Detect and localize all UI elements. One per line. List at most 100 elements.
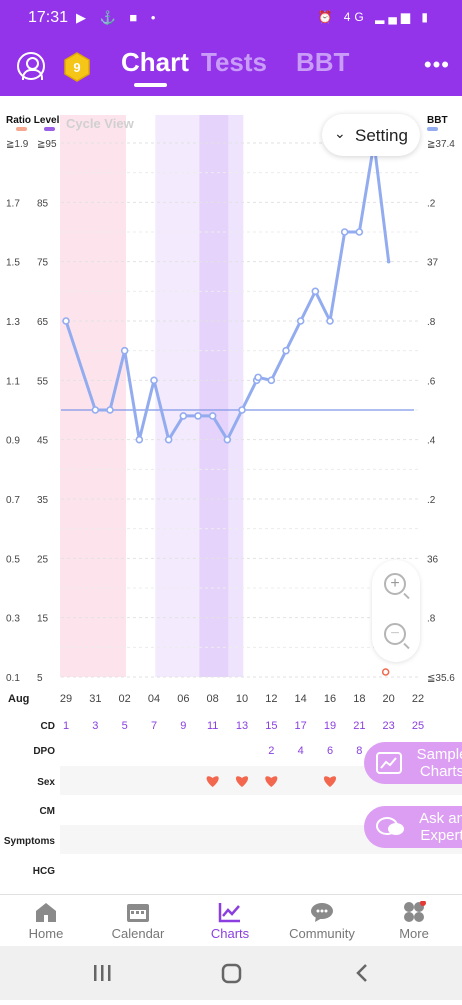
bbt-tick-label: 36	[427, 554, 439, 565]
sample-charts-button[interactable]: Sample Charts	[364, 742, 462, 784]
ratio-tick-label: 1.5	[6, 258, 20, 269]
row-label-cm: CM	[39, 806, 55, 817]
ask-expert-label: Ask an Expert	[419, 810, 462, 844]
date-label: 31	[89, 693, 101, 705]
more-grid-icon	[404, 901, 426, 922]
nav-more-label: More	[399, 926, 429, 941]
level-tick-label: 85	[37, 198, 49, 209]
dpo-value: 8	[356, 745, 362, 757]
home-button-icon[interactable]	[221, 963, 242, 984]
data-point	[386, 259, 391, 264]
status-bar: 17:31 ▶ ⚓ ■ • ⏰ 4G ▂▄▆ ▮	[0, 0, 462, 36]
date-label: 18	[353, 693, 365, 705]
ask-expert-button[interactable]: Ask an Expert	[364, 806, 462, 848]
level-tick-label: ≧95	[37, 139, 57, 150]
chevron-down-icon: ⌄	[334, 125, 346, 141]
cd-value: 5	[122, 720, 128, 732]
cd-value: 25	[412, 720, 424, 732]
nav-home[interactable]: Home	[0, 895, 92, 947]
chat-bubbles-icon	[376, 817, 404, 835]
bottom-nav: Home Calendar Charts Community More	[0, 894, 462, 946]
system-nav-bar	[0, 946, 462, 1000]
date-label: 12	[265, 693, 277, 705]
ratio-tick-label: 1.7	[6, 198, 20, 209]
ratio-tick-label: 1.3	[6, 317, 20, 328]
ratio-legend-swatch	[16, 127, 27, 131]
row-label-cd: CD	[41, 721, 55, 732]
nav-community[interactable]: Community	[276, 895, 368, 947]
row-label-hcg: HCG	[33, 866, 55, 877]
ratio-tick-label: 0.7	[6, 495, 20, 506]
phase-band-2	[199, 115, 229, 677]
bbt-tick-label: 37	[427, 258, 439, 269]
nav-calendar[interactable]: Calendar	[92, 895, 184, 947]
cd-value: 7	[151, 720, 157, 732]
ratio-tick-label: 0.3	[6, 614, 20, 625]
data-point	[91, 406, 100, 414]
data-point	[194, 412, 202, 420]
date-label: 04	[148, 693, 160, 705]
ratio-tick-label: 1.1	[6, 376, 20, 387]
svg-text:9: 9	[73, 60, 80, 75]
back-icon[interactable]	[356, 964, 367, 982]
phase-band-1	[155, 115, 200, 677]
data-point	[150, 376, 158, 385]
month-label: Aug	[8, 693, 29, 705]
date-label: 06	[177, 693, 189, 705]
system-icons: ⏰ 4G ▂▄▆ ▮	[317, 10, 432, 24]
tab-bbt[interactable]: BBT	[296, 47, 350, 77]
nav-charts[interactable]: Charts	[184, 895, 276, 947]
bbt-tick-label: .4	[427, 436, 436, 447]
data-point	[62, 317, 70, 325]
ratio-tick-label: 0.1	[6, 673, 20, 684]
date-label: 10	[236, 693, 248, 705]
right-axis-title: BBT	[427, 115, 448, 126]
bbt-tick-label: .2	[427, 198, 436, 209]
cd-value: 19	[324, 720, 336, 732]
cd-value: 1	[63, 720, 69, 732]
level-badge-icon[interactable]: 9	[62, 52, 92, 82]
zoom-out-icon[interactable]: −	[384, 623, 406, 645]
setting-button[interactable]: ⌄ Setting	[322, 114, 420, 156]
ratio-tick-label: 0.5	[6, 554, 20, 565]
date-label: 16	[324, 693, 336, 705]
ratio-tick-label: ≧1.9	[6, 139, 29, 150]
zoom-in-icon[interactable]: +	[384, 573, 406, 595]
tab-chart[interactable]: Chart	[121, 47, 189, 77]
level-tick-label: 75	[37, 258, 49, 269]
heart-icon	[206, 776, 219, 787]
heart-icon	[235, 776, 249, 787]
home-icon	[36, 903, 56, 922]
cycle-chart[interactable]: Ratio Level BBT Cycle View ≧1.9 ≧95 ≧37.4 1.7 8…	[0, 100, 462, 894]
date-label: 08	[207, 693, 219, 705]
row-label-symptoms: Symptoms	[4, 836, 56, 847]
tab-tests[interactable]: Tests	[201, 47, 267, 77]
level-tick-label: 55	[37, 376, 49, 387]
community-icon	[311, 903, 333, 922]
dpo-value: 2	[268, 745, 274, 757]
ratio-tick-label: 0.9	[6, 436, 20, 447]
data-point	[106, 406, 114, 414]
left-axis-title: Ratio Level	[6, 115, 60, 126]
charts-icon	[218, 903, 240, 923]
level-tick-label: 65	[37, 317, 49, 328]
data-point	[355, 228, 364, 236]
level-tick-label: 35	[37, 495, 49, 506]
date-label: 22	[412, 693, 424, 705]
recent-apps-icon[interactable]	[94, 965, 111, 981]
date-label: 02	[119, 693, 131, 705]
bbt-tick-label: .6	[427, 376, 436, 387]
app-header: 9 Chart Tests BBT •••	[0, 36, 462, 96]
data-point	[238, 406, 246, 414]
nav-more[interactable]: More	[368, 895, 460, 947]
level-tick-label: 25	[37, 554, 49, 565]
nav-charts-label: Charts	[210, 926, 250, 941]
cd-value: 11	[207, 720, 218, 732]
cd-value: 21	[353, 720, 365, 732]
zoom-controls: + −	[372, 560, 420, 662]
data-point	[179, 412, 188, 420]
cd-value: 9	[180, 720, 186, 732]
notification-icons: ▶ ⚓ ■ •	[76, 10, 161, 25]
profile-icon[interactable]	[17, 52, 45, 80]
more-options-icon[interactable]: •••	[423, 52, 450, 77]
